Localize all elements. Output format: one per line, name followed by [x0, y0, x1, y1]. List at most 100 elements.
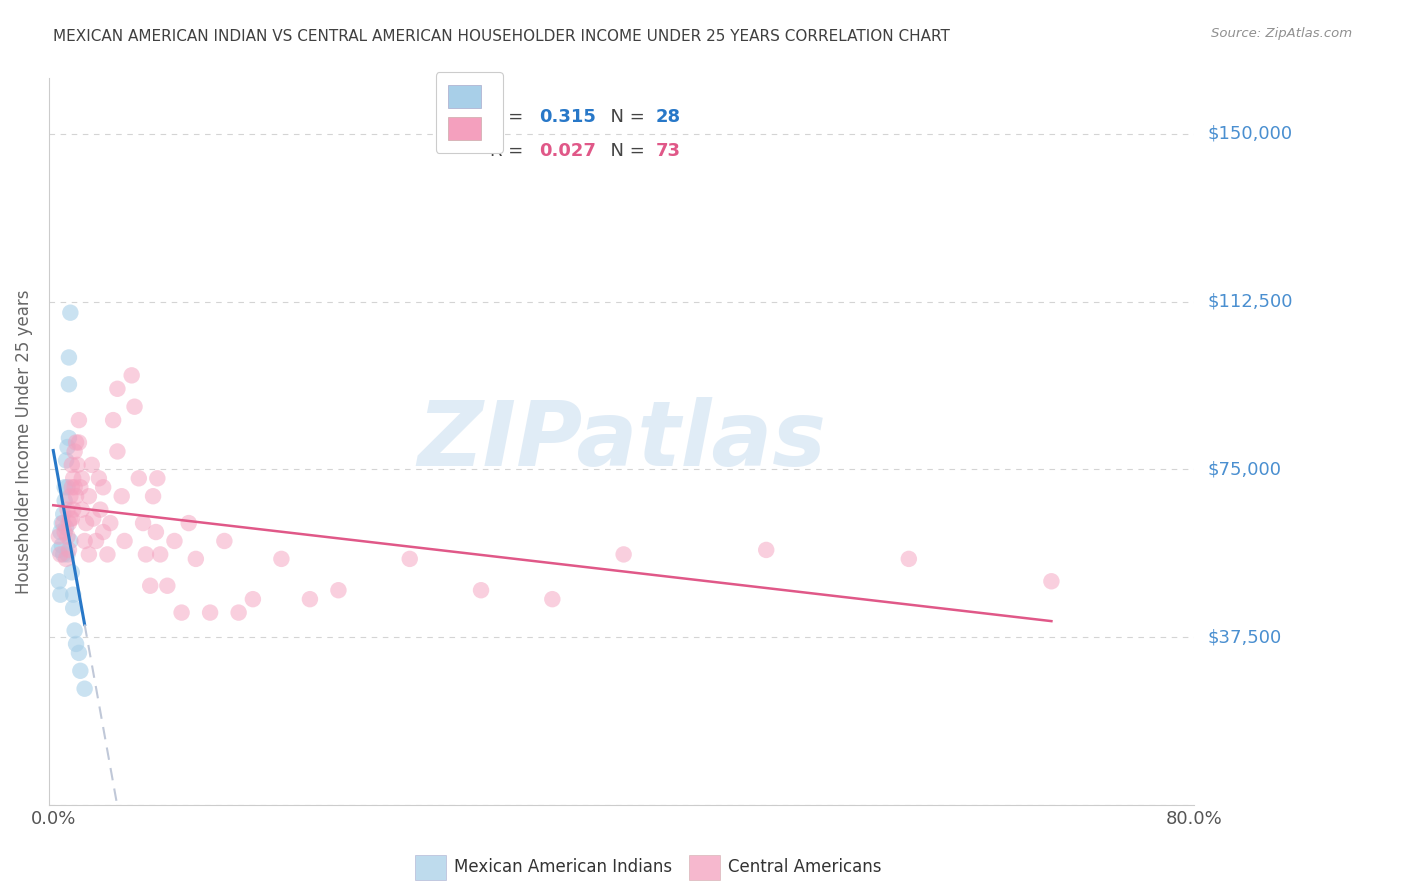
Point [60, 458, 83, 472]
Point [1040, 574, 1063, 589]
Point [56, 548, 79, 562]
Point [56, 529, 79, 543]
Point [121, 368, 143, 383]
Text: MEXICAN AMERICAN INDIAN VS CENTRAL AMERICAN HOUSEHOLDER INCOME UNDER 25 YEARS CO: MEXICAN AMERICAN INDIAN VS CENTRAL AMERI… [53, 29, 950, 44]
Point [60, 511, 83, 525]
Text: $37,500: $37,500 [1208, 628, 1282, 646]
Point [48, 543, 70, 558]
Point [63, 480, 86, 494]
Text: N =: N = [599, 142, 650, 160]
Point [59, 489, 82, 503]
Point [146, 471, 169, 485]
Point [214, 533, 236, 548]
Point [67, 413, 90, 427]
Point [77, 489, 100, 503]
Point [228, 606, 250, 620]
Point [56, 480, 79, 494]
Point [69, 480, 91, 494]
Point [70, 471, 93, 485]
Point [89, 502, 111, 516]
Text: R =: R = [489, 142, 529, 160]
Point [62, 502, 84, 516]
Point [67, 646, 90, 660]
Legend: , : , [436, 72, 503, 153]
Point [65, 435, 87, 450]
Text: Mexican American Indians: Mexican American Indians [454, 858, 672, 876]
Point [73, 681, 96, 696]
Point [62, 471, 84, 485]
Point [124, 400, 146, 414]
Text: N =: N = [599, 108, 650, 127]
Point [66, 458, 89, 472]
Text: 28: 28 [655, 108, 681, 127]
Y-axis label: Householder Income Under 25 years: Householder Income Under 25 years [15, 289, 32, 594]
Point [298, 592, 321, 607]
Point [77, 548, 100, 562]
Point [62, 588, 84, 602]
Point [91, 524, 114, 539]
Point [198, 606, 221, 620]
Point [613, 548, 636, 562]
Point [107, 444, 129, 458]
Point [49, 548, 72, 562]
Point [107, 382, 129, 396]
Text: $150,000: $150,000 [1208, 125, 1294, 143]
Point [58, 543, 80, 558]
Point [156, 579, 179, 593]
Point [82, 511, 104, 525]
Point [52, 548, 75, 562]
Point [132, 516, 155, 530]
Point [51, 516, 73, 530]
Point [96, 548, 118, 562]
Point [65, 637, 87, 651]
Point [51, 538, 73, 552]
Text: 0.315: 0.315 [538, 108, 596, 127]
Point [58, 516, 80, 530]
Point [84, 533, 107, 548]
Point [53, 524, 76, 539]
Point [60, 566, 83, 580]
Point [149, 548, 172, 562]
Point [48, 574, 70, 589]
Point [55, 520, 77, 534]
Point [70, 502, 93, 516]
Point [53, 480, 76, 494]
Point [56, 440, 79, 454]
Point [398, 552, 420, 566]
Point [52, 507, 75, 521]
Point [139, 579, 162, 593]
Point [111, 489, 134, 503]
Point [73, 533, 96, 548]
Point [101, 413, 124, 427]
Point [59, 533, 82, 548]
Point [67, 435, 90, 450]
Text: ZIPatlas: ZIPatlas [418, 397, 825, 485]
Point [75, 516, 97, 530]
Text: $112,500: $112,500 [1208, 293, 1294, 310]
Point [91, 480, 114, 494]
Point [242, 592, 264, 607]
Point [56, 502, 79, 516]
Point [55, 453, 77, 467]
Point [541, 592, 564, 607]
Point [53, 493, 76, 508]
Point [58, 431, 80, 445]
Point [65, 489, 87, 503]
Point [63, 624, 86, 638]
Point [49, 588, 72, 602]
Point [128, 471, 150, 485]
Point [270, 552, 292, 566]
Point [163, 533, 186, 548]
Text: Source: ZipAtlas.com: Source: ZipAtlas.com [1212, 27, 1353, 40]
Point [59, 511, 82, 525]
Point [49, 524, 72, 539]
Point [80, 458, 103, 472]
Text: 73: 73 [655, 142, 681, 160]
Point [328, 583, 350, 598]
Point [52, 516, 75, 530]
Point [58, 351, 80, 365]
Point [470, 583, 492, 598]
Point [69, 664, 91, 678]
Point [184, 552, 207, 566]
Point [177, 516, 200, 530]
